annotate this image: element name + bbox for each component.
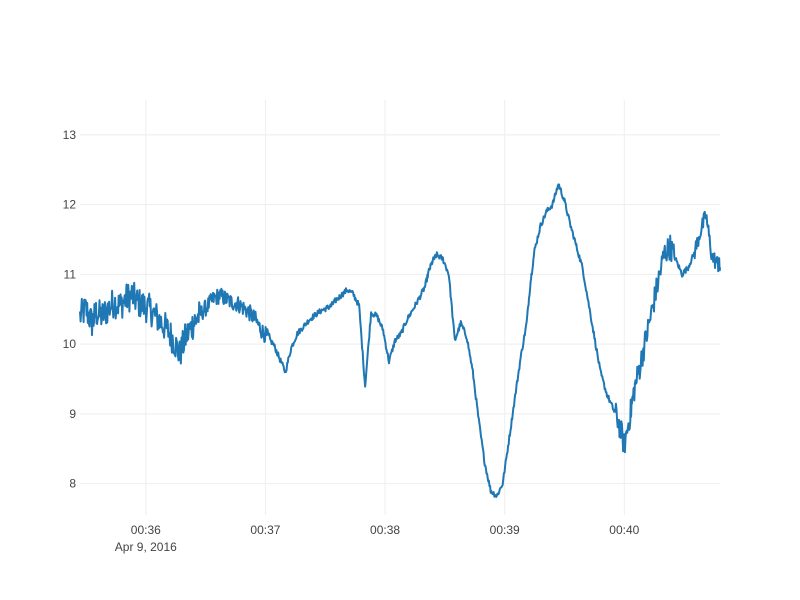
x-tick-label: 00:39 [490, 523, 520, 537]
y-tick-label: 8 [69, 477, 76, 491]
x-tick-label: 00:38 [370, 523, 400, 537]
y-tick-label: 10 [63, 337, 77, 351]
x-tick-label: 00:40 [609, 523, 639, 537]
y-tick-label: 12 [63, 198, 77, 212]
series-line [79, 183, 721, 498]
x-axis-date-label: Apr 9, 2016 [115, 540, 177, 554]
y-axis-ticks: 8 9 10 11 12 13 [63, 128, 77, 491]
y-tick-label: 13 [63, 128, 77, 142]
y-tick-label: 11 [64, 267, 77, 281]
series-group [79, 183, 721, 498]
x-tick-label: 00:37 [250, 523, 280, 537]
x-tick-label: 00:36 [131, 523, 161, 537]
x-axis-ticks: 00:36 00:37 00:38 00:39 00:40 [131, 523, 640, 537]
y-tick-label: 9 [69, 407, 76, 421]
grid [80, 100, 720, 515]
